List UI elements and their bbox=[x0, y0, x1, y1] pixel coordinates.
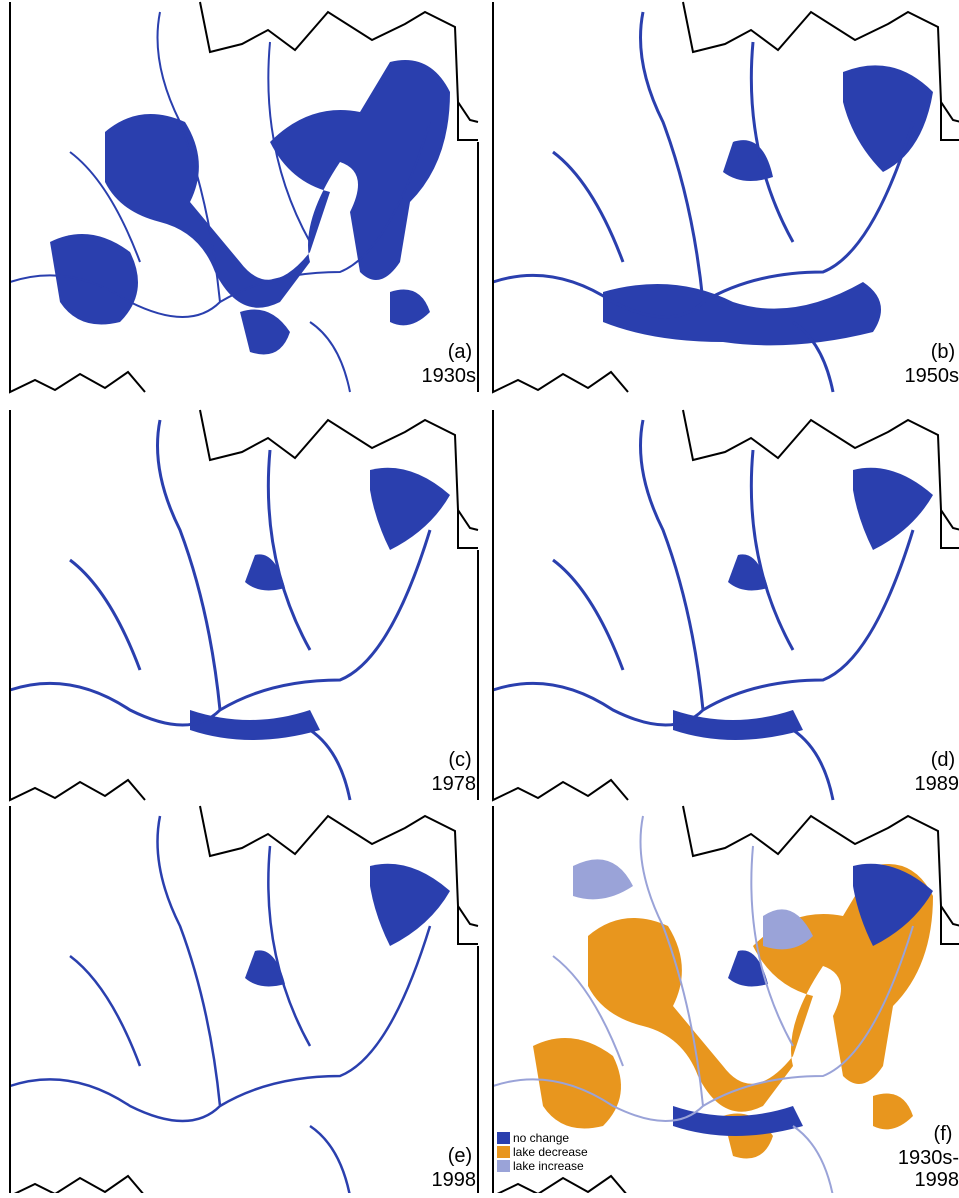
water-area bbox=[843, 65, 933, 172]
legend-swatch bbox=[497, 1132, 510, 1144]
panel-period: 1950s bbox=[905, 365, 959, 387]
legend-label: lake decrease bbox=[513, 1145, 588, 1159]
legend-swatch bbox=[497, 1146, 510, 1158]
legend-label: no change bbox=[513, 1131, 569, 1145]
water-area bbox=[105, 60, 450, 308]
panel-period: 1930s- bbox=[898, 1147, 959, 1169]
panel-label: (c) bbox=[448, 749, 471, 771]
panel-period: 1978 bbox=[432, 773, 477, 795]
water-area bbox=[853, 468, 933, 550]
panel-period: 1930s bbox=[422, 365, 477, 387]
river-network bbox=[10, 816, 430, 1193]
map-panel: (a)1930s bbox=[10, 2, 478, 392]
panel-label: (b) bbox=[931, 341, 955, 363]
river-network bbox=[493, 420, 913, 800]
map-panel: (b)1950s bbox=[493, 2, 959, 392]
map-panel: (d)1989 bbox=[493, 410, 959, 800]
panel-label: (f) bbox=[934, 1123, 953, 1145]
region-boundary bbox=[10, 410, 478, 800]
region-boundary bbox=[10, 806, 478, 1193]
page: (a)1930s(b)1950s(c)1978(d)1989(e)1998(f)… bbox=[0, 0, 959, 1198]
water-area bbox=[573, 859, 633, 899]
water-area bbox=[873, 1094, 913, 1130]
panel-label: (a) bbox=[448, 341, 472, 363]
legend-label: lake increase bbox=[513, 1159, 584, 1173]
water-area bbox=[50, 234, 138, 325]
map-panel: (e)1998 bbox=[10, 806, 478, 1193]
map-panel: (c)1978 bbox=[10, 410, 478, 800]
panel-period: 1989 bbox=[915, 773, 959, 795]
water-area bbox=[390, 290, 430, 326]
panel-label: (e) bbox=[448, 1145, 472, 1167]
panel-label: (d) bbox=[931, 749, 955, 771]
river-network bbox=[10, 420, 430, 800]
water-area bbox=[240, 310, 290, 355]
water-area bbox=[370, 468, 450, 550]
water-area bbox=[673, 710, 803, 740]
legend-swatch bbox=[497, 1160, 510, 1172]
water-area bbox=[370, 864, 450, 946]
region-boundary bbox=[493, 410, 959, 800]
water-area bbox=[190, 710, 320, 740]
water-area bbox=[533, 1038, 621, 1129]
panel-period: 1998 bbox=[915, 1169, 959, 1191]
panel-period: 1998 bbox=[432, 1169, 477, 1191]
map-figure: (a)1930s(b)1950s(c)1978(d)1989(e)1998(f)… bbox=[0, 0, 959, 1193]
